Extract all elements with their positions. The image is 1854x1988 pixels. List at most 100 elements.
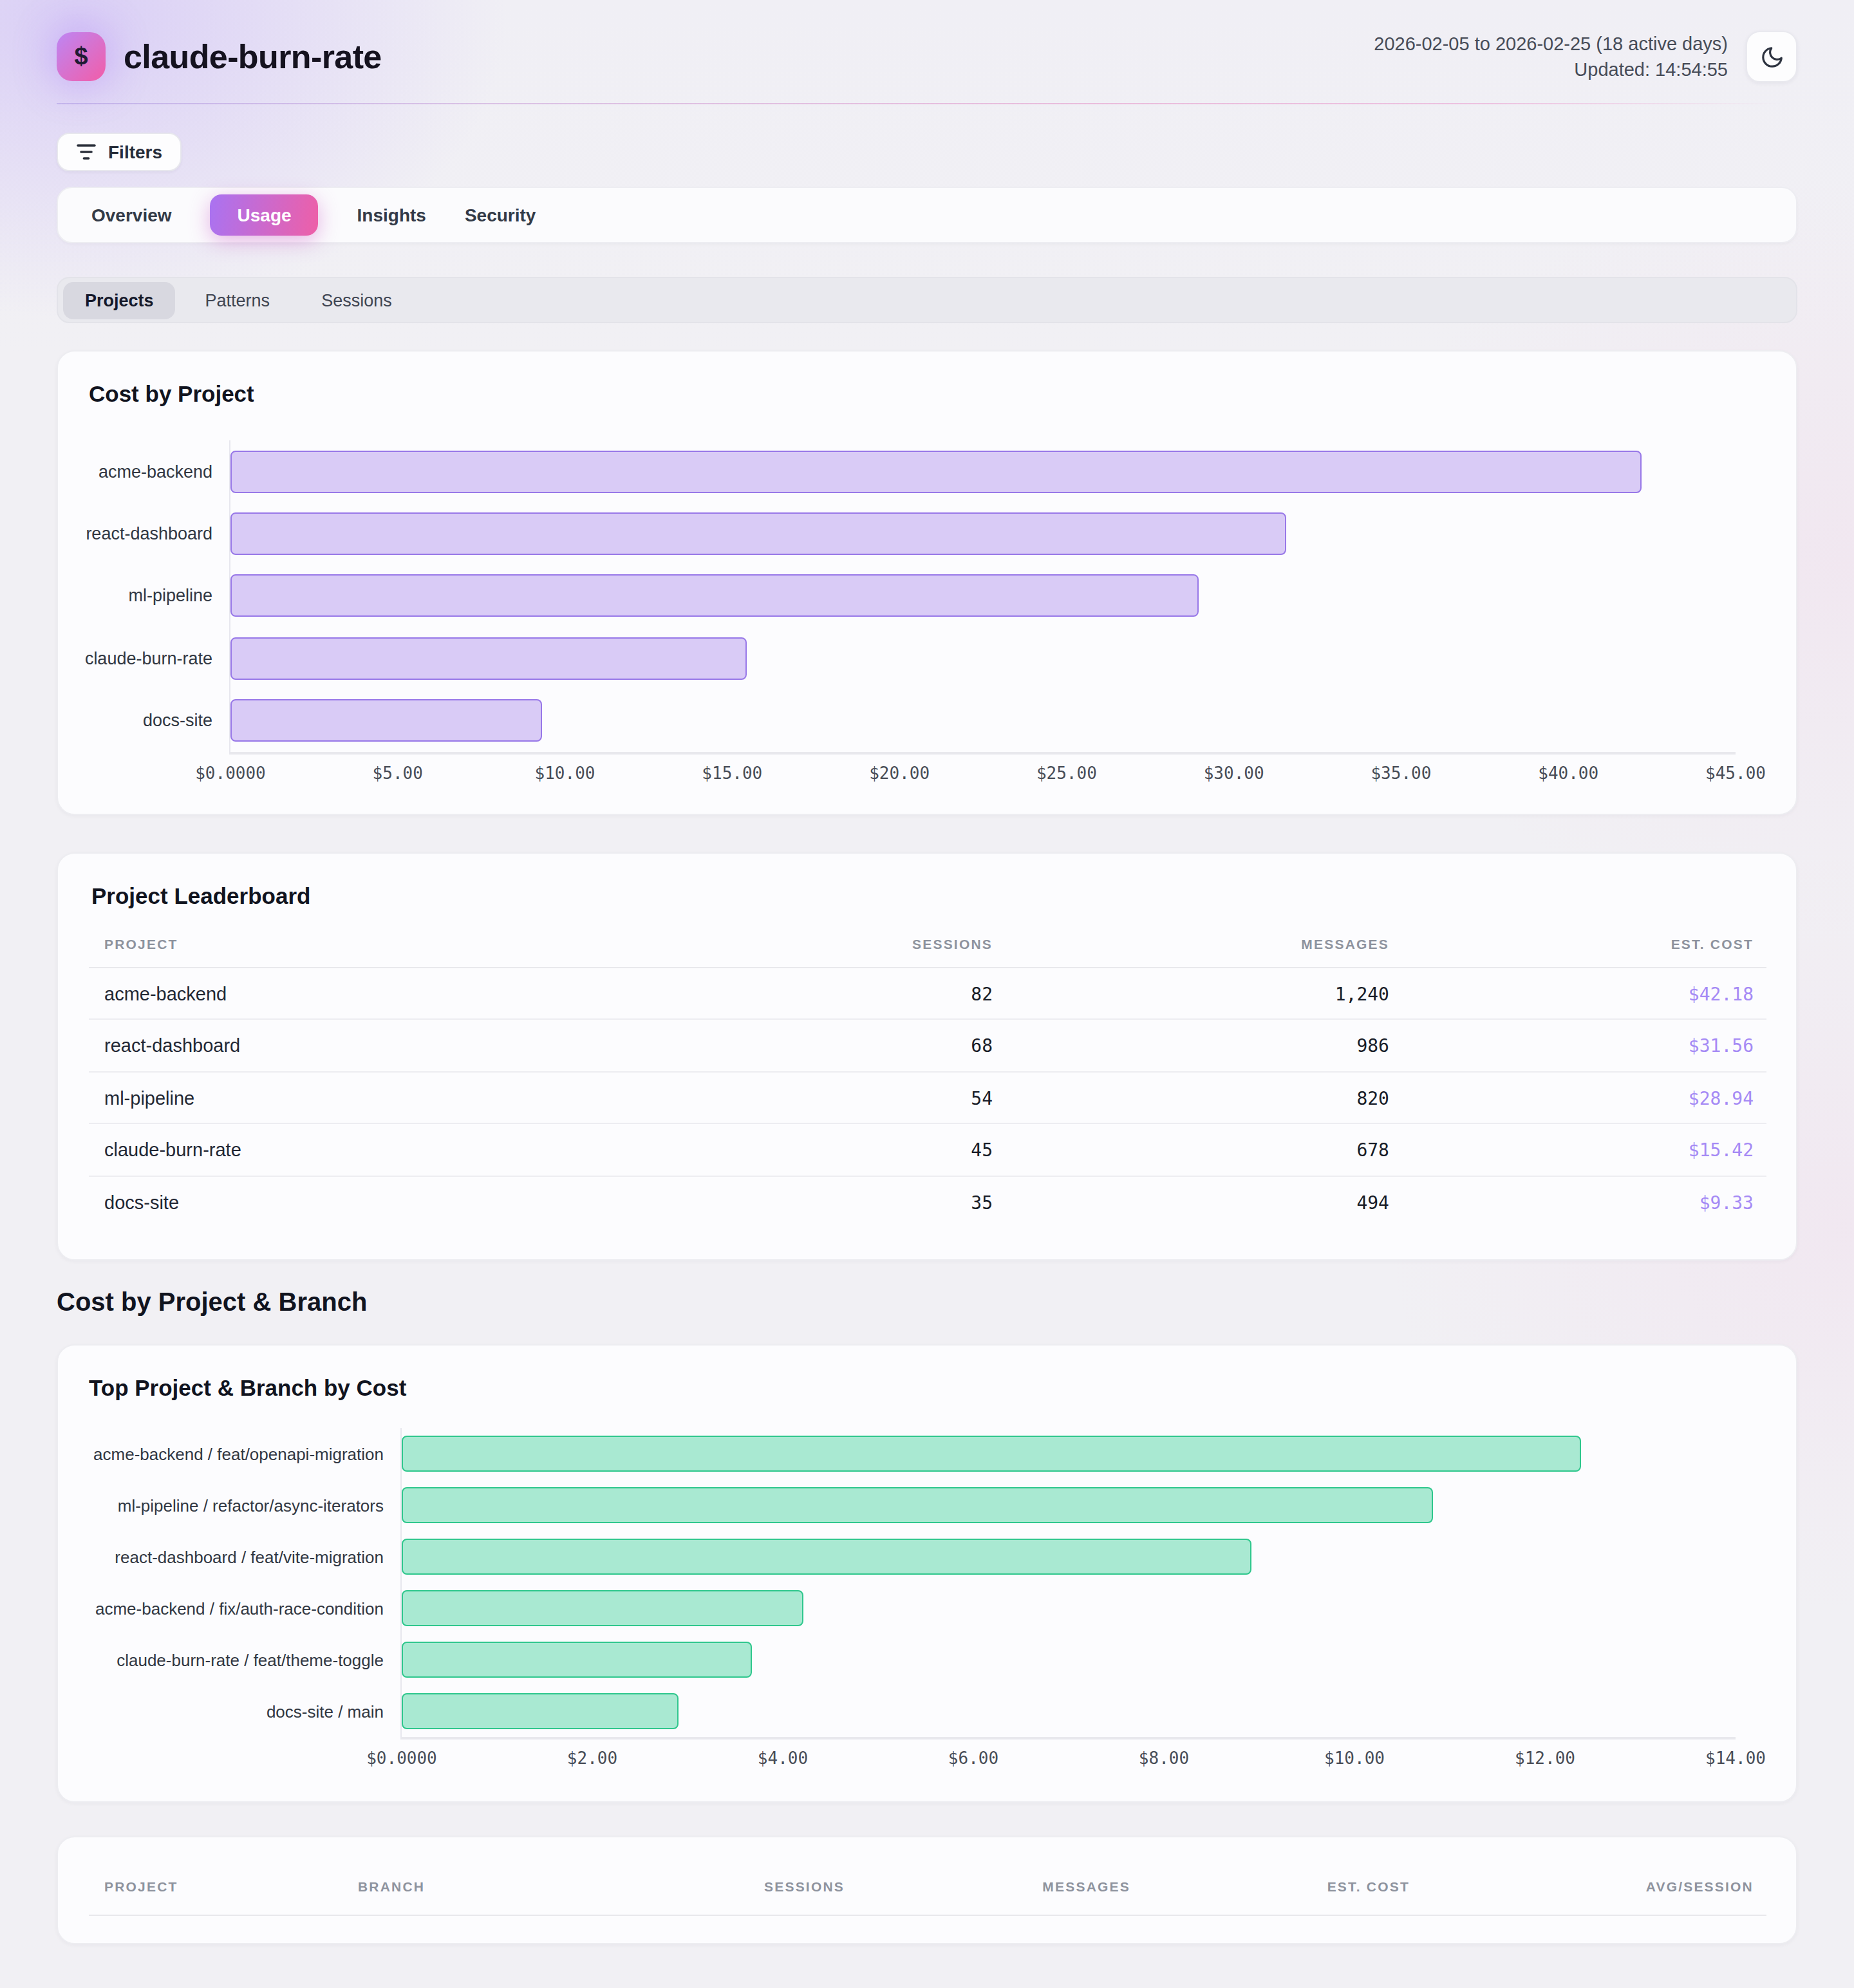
column-header: AVG/SESSION bbox=[1425, 1879, 1769, 1895]
header-divider bbox=[57, 103, 1803, 104]
branch-chart-title: Top Project & Branch by Cost bbox=[89, 1376, 1796, 1403]
branch-table-card: PROJECTBRANCHSESSIONSMESSAGESEST. COSTAV… bbox=[57, 1837, 1797, 1945]
column-header: MESSAGES bbox=[1008, 936, 1405, 952]
table-cell: 54 bbox=[642, 1087, 1008, 1108]
x-tick-label: $8.00 bbox=[1139, 1749, 1189, 1768]
bar bbox=[230, 637, 746, 680]
project-leaderboard-card: Project Leaderboard PROJECTSESSIONSMESSA… bbox=[57, 852, 1797, 1261]
table-row: docs-site35494$9.33 bbox=[89, 1177, 1766, 1229]
x-tick-label: $2.00 bbox=[567, 1749, 617, 1768]
column-header: EST. COST bbox=[1146, 1879, 1425, 1895]
table-cell: claude-burn-rate bbox=[89, 1139, 642, 1160]
bar-label: react-dashboard bbox=[58, 503, 229, 565]
table-cell: 986 bbox=[1008, 1035, 1405, 1056]
section-heading: Cost by Project & Branch bbox=[57, 1286, 1797, 1319]
subtab-sessions[interactable]: Sessions bbox=[299, 281, 414, 319]
table-row: react-dashboard68986$31.56 bbox=[89, 1020, 1766, 1073]
bar-label: ml-pipeline / refactor/async-iterators bbox=[58, 1480, 400, 1532]
bar-label: ml-pipeline bbox=[58, 565, 229, 628]
bar-label: react-dashboard / feat/vite-migration bbox=[58, 1532, 400, 1583]
table-row: claude-burn-rate45678$15.42 bbox=[89, 1125, 1766, 1177]
bar-label: acme-backend / fix/auth-race-condition bbox=[58, 1583, 400, 1635]
table-cell: $28.94 bbox=[1405, 1087, 1769, 1108]
bar-label: claude-burn-rate bbox=[58, 627, 229, 689]
x-tick-label: $20.00 bbox=[869, 764, 930, 783]
column-header: MESSAGES bbox=[860, 1879, 1146, 1895]
page-title: claude-burn-rate bbox=[124, 37, 382, 76]
tab-usage[interactable]: Usage bbox=[211, 194, 319, 236]
table-cell: ml-pipeline bbox=[89, 1087, 642, 1108]
table-cell: 68 bbox=[642, 1035, 1008, 1056]
table-cell: $42.18 bbox=[1405, 983, 1769, 1004]
bar-label: docs-site bbox=[58, 689, 229, 752]
x-tick-label: $10.00 bbox=[535, 764, 595, 783]
x-tick-label: $40.00 bbox=[1538, 764, 1598, 783]
bar bbox=[230, 575, 1199, 617]
column-header: BRANCH bbox=[342, 1879, 600, 1895]
bar bbox=[230, 700, 543, 742]
top-branch-cost-card: Top Project & Branch by Cost acme-backen… bbox=[57, 1345, 1797, 1803]
x-tick-label: $5.00 bbox=[373, 764, 423, 783]
bar bbox=[402, 1488, 1432, 1524]
x-tick-label: $14.00 bbox=[1705, 1749, 1766, 1768]
table-cell: react-dashboard bbox=[89, 1035, 642, 1056]
dark-mode-toggle[interactable] bbox=[1746, 31, 1797, 82]
table-cell: 678 bbox=[1008, 1139, 1405, 1160]
table-cell: acme-backend bbox=[89, 983, 642, 1004]
table-row: ml-pipeline54820$28.94 bbox=[89, 1073, 1766, 1125]
table-cell: 1,240 bbox=[1008, 983, 1405, 1004]
filters-label: Filters bbox=[108, 142, 162, 162]
table-row: acme-backend821,240$42.18 bbox=[89, 968, 1766, 1020]
chart-title: Cost by Project bbox=[89, 381, 1796, 408]
x-tick-label: $4.00 bbox=[758, 1749, 808, 1768]
date-range-block: 2026-02-05 to 2026-02-25 (18 active days… bbox=[1374, 31, 1728, 82]
date-range: 2026-02-05 to 2026-02-25 (18 active days… bbox=[1374, 31, 1728, 57]
branch-cost-chart: acme-backend / feat/openapi-migrationml-… bbox=[58, 1429, 1796, 1740]
cost-by-project-card: Cost by Project acme-backendreact-dashbo… bbox=[57, 350, 1797, 815]
table-cell: docs-site bbox=[89, 1192, 642, 1213]
table-cell: $15.42 bbox=[1405, 1139, 1769, 1160]
column-header: EST. COST bbox=[1405, 936, 1769, 952]
updated-time: Updated: 14:54:55 bbox=[1374, 57, 1728, 82]
cost-by-project-chart: acme-backendreact-dashboardml-pipelinecl… bbox=[58, 440, 1796, 755]
tab-overview[interactable]: Overview bbox=[91, 205, 172, 225]
x-tick-label: $30.00 bbox=[1204, 764, 1264, 783]
tab-insights[interactable]: Insights bbox=[357, 205, 426, 225]
sub-tabs: ProjectsPatternsSessions bbox=[57, 277, 1797, 323]
x-tick-label: $35.00 bbox=[1371, 764, 1431, 783]
tab-security[interactable]: Security bbox=[465, 205, 536, 225]
bar-label: acme-backend / feat/openapi-migration bbox=[58, 1429, 400, 1480]
bar bbox=[230, 450, 1641, 492]
x-tick-label: $45.00 bbox=[1705, 764, 1766, 783]
table-cell: $9.33 bbox=[1405, 1192, 1769, 1213]
column-header: SESSIONS bbox=[642, 936, 1008, 952]
x-tick-label: $25.00 bbox=[1036, 764, 1097, 783]
branch-table: PROJECTBRANCHSESSIONSMESSAGESEST. COSTAV… bbox=[89, 1879, 1766, 1917]
column-header: SESSIONS bbox=[600, 1879, 860, 1895]
bar bbox=[230, 512, 1286, 555]
x-tick-label: $10.00 bbox=[1324, 1749, 1385, 1768]
table-cell: 82 bbox=[642, 983, 1008, 1004]
subtab-patterns[interactable]: Patterns bbox=[183, 281, 292, 319]
leaderboard-title: Project Leaderboard bbox=[91, 883, 1796, 910]
table-cell: $31.56 bbox=[1405, 1035, 1769, 1056]
table-cell: 35 bbox=[642, 1192, 1008, 1213]
bar bbox=[402, 1591, 803, 1627]
bar bbox=[402, 1694, 678, 1730]
x-tick-label: $15.00 bbox=[702, 764, 762, 783]
bar-label: claude-burn-rate / feat/theme-toggle bbox=[58, 1635, 400, 1686]
bar-label: docs-site / main bbox=[58, 1686, 400, 1738]
subtab-projects[interactable]: Projects bbox=[63, 281, 176, 319]
header: $ claude-burn-rate 2026-02-05 to 2026-02… bbox=[0, 0, 1854, 82]
column-header: PROJECT bbox=[89, 1879, 342, 1895]
table-cell: 494 bbox=[1008, 1192, 1405, 1213]
app-logo-dollar-icon: $ bbox=[57, 32, 106, 81]
bar bbox=[402, 1642, 751, 1678]
x-tick-label: $0.0000 bbox=[195, 764, 266, 783]
bar-label: acme-backend bbox=[58, 440, 229, 503]
x-tick-label: $6.00 bbox=[948, 1749, 998, 1768]
filter-icon bbox=[76, 143, 97, 161]
filters-button[interactable]: Filters bbox=[57, 133, 182, 171]
moon-icon bbox=[1759, 44, 1784, 69]
x-tick-label: $12.00 bbox=[1515, 1749, 1575, 1768]
